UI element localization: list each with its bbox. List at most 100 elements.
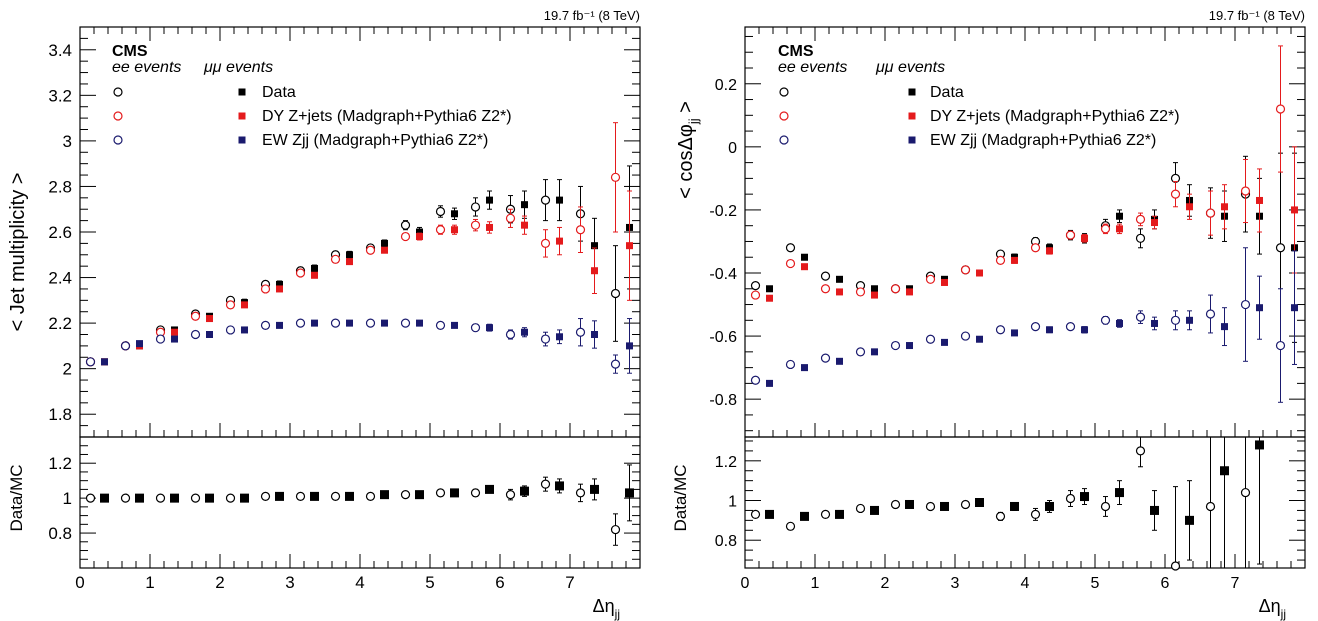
data-point-ee [1275,243,1286,253]
data-point-ee [435,225,446,235]
data-point-mumu [766,294,773,302]
data-point-ee [540,238,551,248]
ratio-mumu [100,464,634,522]
ratio-point-mumu [870,505,879,515]
data-point-ee [295,268,306,278]
data-point-ee [610,172,621,182]
cms-label-right: CMS [778,43,814,60]
data-point-mumu [451,321,458,329]
legend-marker-ee [779,87,789,97]
data-point-mumu [976,269,983,277]
x-tick-label: 4 [355,573,364,592]
x-tick-label: 1 [811,575,820,592]
legend-head-mumu-left: μμ events [203,59,273,76]
series-ee-ew [750,247,1286,403]
legend-markers [779,87,916,145]
data-point-mumu [871,348,878,356]
data-point-ee [1275,104,1286,114]
data-point-ee [85,357,96,367]
legend-marker-mumu [908,136,916,144]
chart-marks: 0 1 2 3 4 5 6 7 1.8 2 2.2 2.4 2.6 2.8 3 3.2 3.4 0.8 1 1.2 0 1… [48,26,1306,592]
ratio-point-mumu [555,481,564,491]
y-tick-label: 3.4 [48,41,72,60]
y-tick-label: -0.8 [709,392,737,409]
data-point-ee [925,334,936,344]
data-point-ee [820,284,831,294]
y-axis-label-left: < Jet multiplicity > [7,173,29,332]
data-point-ee [890,340,901,351]
data-point-ee [400,220,411,230]
ratio-point-ee [330,491,341,501]
data-point-mumu [976,335,983,343]
legend-entry-data-left: Data [262,84,296,101]
y-tick-label: 0 [728,140,737,157]
ratio-y-label-left: Data/MC [7,464,26,531]
data-point-mumu [416,228,423,236]
data-point-ee [1065,230,1076,240]
data-point-ee [1205,208,1216,218]
ratio-point-mumu [800,511,809,521]
ratio-point-ee [610,524,621,535]
data-point-mumu [871,285,878,293]
legend-marker-mumu [238,88,246,96]
x-axis-label-left-main: Δη [593,596,615,616]
main-frame [79,26,641,438]
data-point-ee [155,334,166,344]
ratio-point-mumu [1115,488,1124,498]
series-ee-ew [85,318,621,374]
series-ee-data [85,179,621,367]
y-axis-label-right-main: < cosΔφ [675,124,697,199]
data-point-ee [610,359,621,369]
data-point-mumu [451,226,458,234]
data-point-mumu [1046,326,1053,334]
main-frame [744,26,1306,438]
ratio-point-mumu [1080,492,1089,502]
legend-marker-ee [113,135,123,145]
x-tick-label: 6 [495,573,504,592]
ratio-y-tick-label: 1.2 [48,454,72,473]
ratio-point-ee [1100,501,1111,512]
y-tick-label: 1.8 [48,405,72,424]
y-tick-label: 3.2 [48,86,72,105]
ratio-point-mumu [590,484,599,494]
data-point-mumu [346,319,353,327]
ratio-point-mumu [485,484,494,494]
ratio-point-mumu [1010,501,1019,511]
ratio-point-mumu [205,493,214,503]
data-point-ee [575,327,586,337]
series-ee-dy [85,122,621,367]
series-mumu-ew [101,318,633,374]
ratio-point-mumu [345,491,354,501]
legend-marker-ee [113,111,123,121]
ratio-point-ee [260,491,271,501]
data-point-ee [540,334,551,344]
data-point-ee [1100,224,1111,234]
data-point-ee [1135,214,1146,224]
legend-head-ee-left: ee events [112,59,181,76]
data-point-ee [1065,322,1076,332]
data-point-mumu [276,280,283,288]
data-point-ee [505,329,516,340]
data-point-ee [1240,299,1251,310]
data-point-mumu [101,358,108,366]
data-point-ee [295,318,306,328]
data-point-mumu [311,264,318,272]
ratio-mumu [765,436,1264,569]
data-point-mumu [311,319,318,327]
data-point-ee [540,195,551,205]
data-point-mumu [486,324,493,332]
data-point-ee [750,281,761,291]
data-point-mumu [556,237,563,245]
data-point-mumu [486,223,493,231]
data-point-mumu [206,331,213,338]
y-tick-label: 0.2 [715,77,737,94]
data-point-mumu [871,291,878,299]
x-tick-label: 3 [285,573,294,592]
ratio-point-ee [750,509,761,520]
data-point-ee [260,320,271,330]
data-point-ee [190,311,201,321]
data-point-mumu [941,278,948,286]
x-axis-label-right-main: Δη [1259,596,1281,616]
data-point-mumu [1256,196,1263,204]
